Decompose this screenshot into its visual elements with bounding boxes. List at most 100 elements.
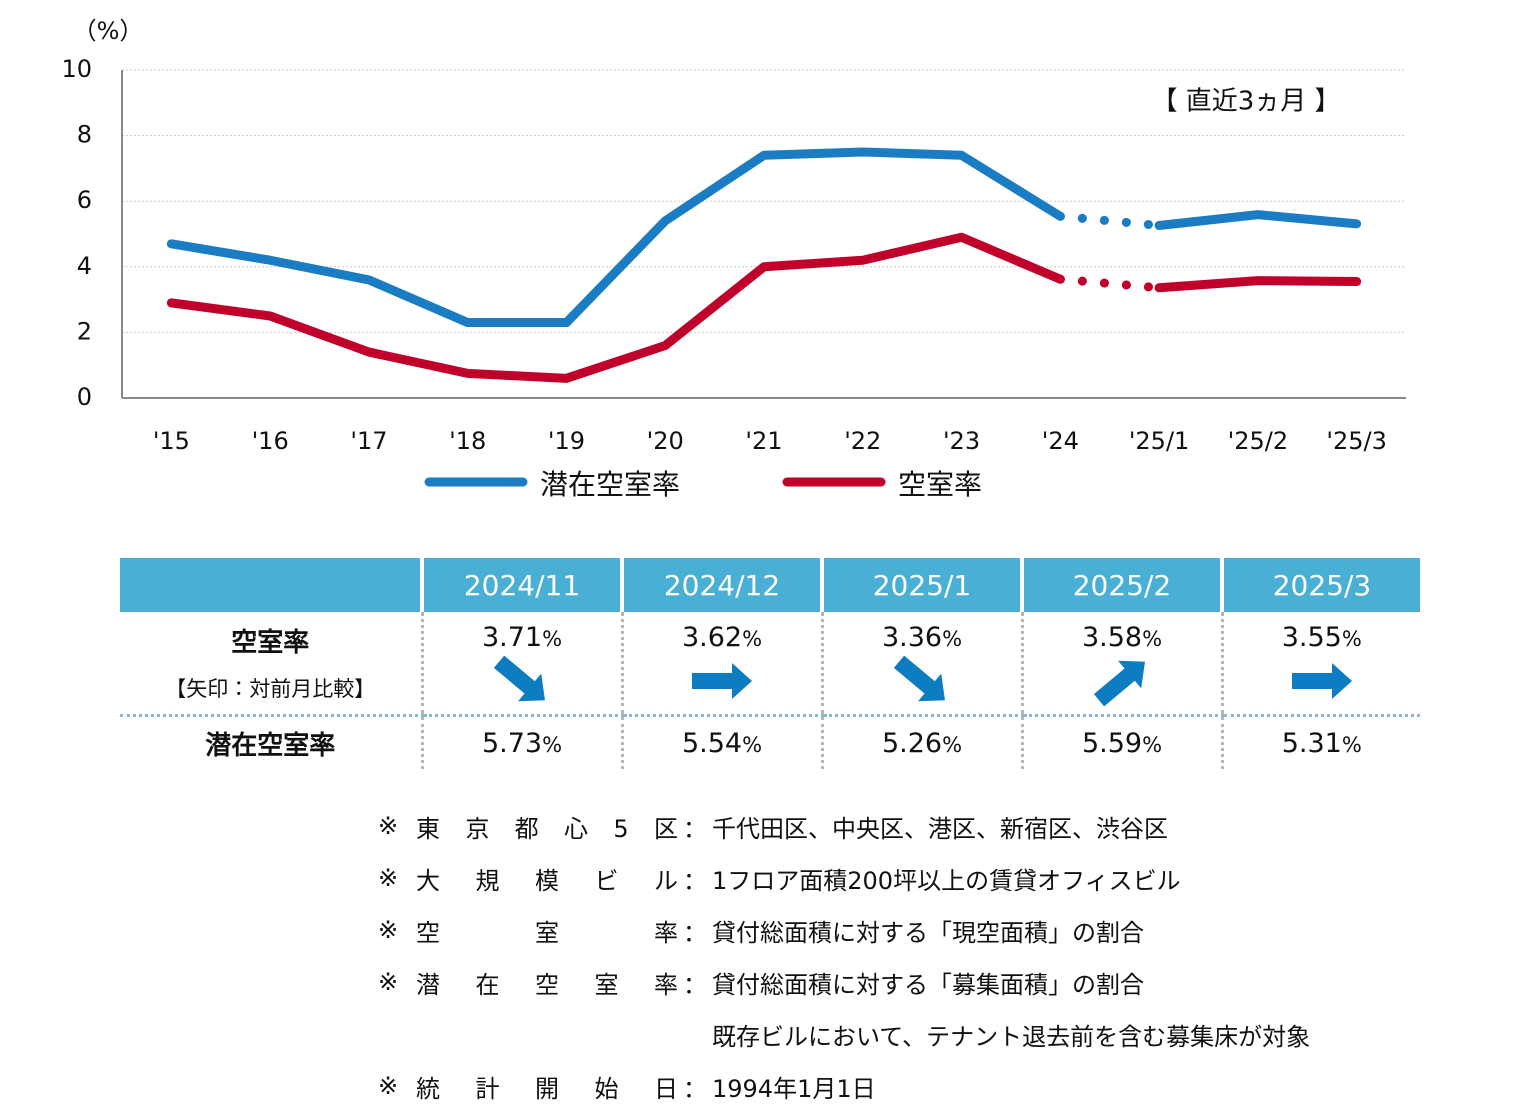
note-mark: ※ — [378, 916, 399, 944]
y-tick-label: 2 — [77, 317, 92, 345]
note-text: 1フロア面積200坪以上の賃貸オフィスビル — [712, 866, 1181, 895]
row-label-text: 空室率 — [231, 628, 310, 658]
value-wrap: 3.36% — [824, 622, 1021, 653]
column-header: 2024/12 — [620, 558, 822, 612]
value-wrap: 5.73% — [424, 728, 621, 759]
value: 5.59 — [1081, 727, 1143, 759]
unit: % — [942, 627, 963, 651]
y-tick-label: 4 — [77, 252, 92, 280]
x-tick-label: '21 — [745, 427, 782, 455]
unit: % — [742, 627, 763, 651]
arrow — [1291, 663, 1352, 699]
value-wrap: 3.58% — [1024, 622, 1221, 653]
note-separator: ： — [683, 1074, 707, 1103]
line — [1154, 276, 1362, 293]
value: 3.36 — [881, 622, 943, 653]
arrow — [1093, 660, 1145, 707]
arrow-shape — [692, 663, 752, 699]
arrow — [692, 663, 752, 699]
note: ※ 東京都心5区：千代田区、中央区、港区、新宿区、渋谷区 — [378, 800, 1310, 852]
dotted-connector — [1055, 274, 1164, 293]
header-row: 2024/11 2024/12 2025/1 2025/2 2025/3 — [120, 558, 1420, 612]
legend-label: 空室率 — [898, 468, 982, 501]
y-tick-label: 0 — [77, 383, 92, 411]
y-axis-label: （%） — [73, 17, 144, 45]
note-separator: ： — [683, 866, 707, 895]
value: 5.31 — [1281, 727, 1342, 759]
unit: % — [542, 732, 563, 757]
note: ※ 空室率：貸付総面積に対する「現空面積」の割合 — [378, 904, 1310, 956]
value: 3.62 — [681, 622, 743, 653]
note-text: 既存ビルにおいて、テナント退去前を含む募集床が対象 — [712, 1022, 1311, 1051]
annotation: 【 直近3ヵ月 】 — [1151, 87, 1340, 117]
column-header: 2025/2 — [1020, 558, 1222, 612]
value-wrap: 3.62% — [624, 622, 821, 653]
arrow-shape — [493, 655, 545, 702]
arrow-shape — [893, 655, 945, 702]
line — [166, 147, 1065, 328]
x-tick-label: '25/2 — [1228, 427, 1289, 455]
unit: % — [742, 732, 763, 757]
x-tick-label: '20 — [647, 427, 684, 455]
row-label: 潜在空室率 — [120, 716, 422, 770]
value-wrap: 5.54% — [624, 728, 821, 759]
value: 3.58 — [1081, 622, 1143, 653]
note-mark: ※ — [378, 812, 399, 840]
note-text: 千代田区、中央区、港区、新宿区、渋谷区 — [712, 814, 1168, 843]
unit: % — [1341, 627, 1362, 651]
note: ※ 潜在空室率：貸付総面積に対する「募集面積」の割合 — [378, 956, 1310, 1008]
value: 5.26 — [881, 727, 943, 759]
line — [1154, 210, 1362, 230]
line — [166, 232, 1065, 383]
note-label: 潜在空室率 — [416, 970, 678, 999]
arrow — [893, 655, 945, 702]
value: 5.73 — [481, 727, 543, 759]
note-label: 大規模ビル — [416, 866, 678, 895]
arrow-shape — [1093, 660, 1145, 707]
column-header: 2024/11 — [420, 558, 622, 612]
x-tick-label: '15 — [153, 427, 190, 455]
value-cell: 5.59% — [1020, 715, 1222, 769]
value-wrap: 5.59% — [1024, 728, 1221, 759]
column-header: 2025/3 — [1220, 558, 1420, 612]
value: 3.55 — [1281, 622, 1342, 653]
x-tick-label: '17 — [350, 427, 387, 455]
arrow — [493, 655, 545, 702]
table: 2024/11 2024/12 2025/1 2025/2 2025/3 空室率 【矢印：対… — [120, 558, 1420, 769]
unit: % — [942, 732, 963, 757]
row-label-text: 潜在空室率 — [205, 730, 336, 761]
note: 既存ビルにおいて、テナント退去前を含む募集床が対象 — [378, 1008, 1310, 1060]
note: ※ 統計開始日： 1994年1月1日 — [378, 1060, 1310, 1112]
value-cell: 5.31% — [1220, 715, 1421, 769]
unit: % — [542, 627, 563, 651]
note-label: 空室率 — [416, 918, 678, 947]
unit: % — [1142, 732, 1163, 757]
header-blank — [120, 558, 422, 612]
note-text: 貸付総面積に対する「現空面積」の割合 — [712, 918, 1144, 947]
value-wrap: 3.71% — [424, 622, 621, 653]
note-label: 統計開始日 — [416, 1074, 678, 1103]
x-tick-label: '16 — [252, 427, 289, 455]
chart: （%） 【 直近3ヵ月 】 0 2 4 6 8 10 '15 '16 '17 '18 '19 '20 '… — [61, 17, 1406, 501]
value-cell: 5.54% — [620, 715, 822, 769]
table-row: 空室率 【矢印：対前月比較】 3.71% 3.62% 3.36% 3.58% 3.55% — [120, 612, 1421, 717]
unit: % — [1142, 627, 1163, 651]
note-separator: ： — [683, 918, 707, 947]
note: ※ 大規模ビル： 1フロア面積200坪以上の賃貸オフィスビル — [378, 852, 1310, 904]
value: 3.71 — [481, 622, 543, 653]
value-cell: 3.71% — [420, 612, 622, 717]
x-tick-label: '25/3 — [1326, 427, 1387, 455]
value-cell: 3.58% — [1020, 612, 1222, 717]
note-separator: ： — [683, 970, 707, 999]
value-wrap: 5.31% — [1224, 728, 1421, 759]
value: 5.54 — [681, 727, 743, 759]
x-tick-label: '23 — [943, 427, 980, 455]
x-tick-label: '19 — [548, 427, 585, 455]
value-wrap: 3.55% — [1224, 622, 1421, 653]
note-separator: ： — [683, 814, 707, 843]
value-wrap: 5.26% — [824, 728, 1021, 759]
arrow-shape — [1291, 663, 1352, 699]
value-cell: 3.55% — [1220, 612, 1421, 717]
